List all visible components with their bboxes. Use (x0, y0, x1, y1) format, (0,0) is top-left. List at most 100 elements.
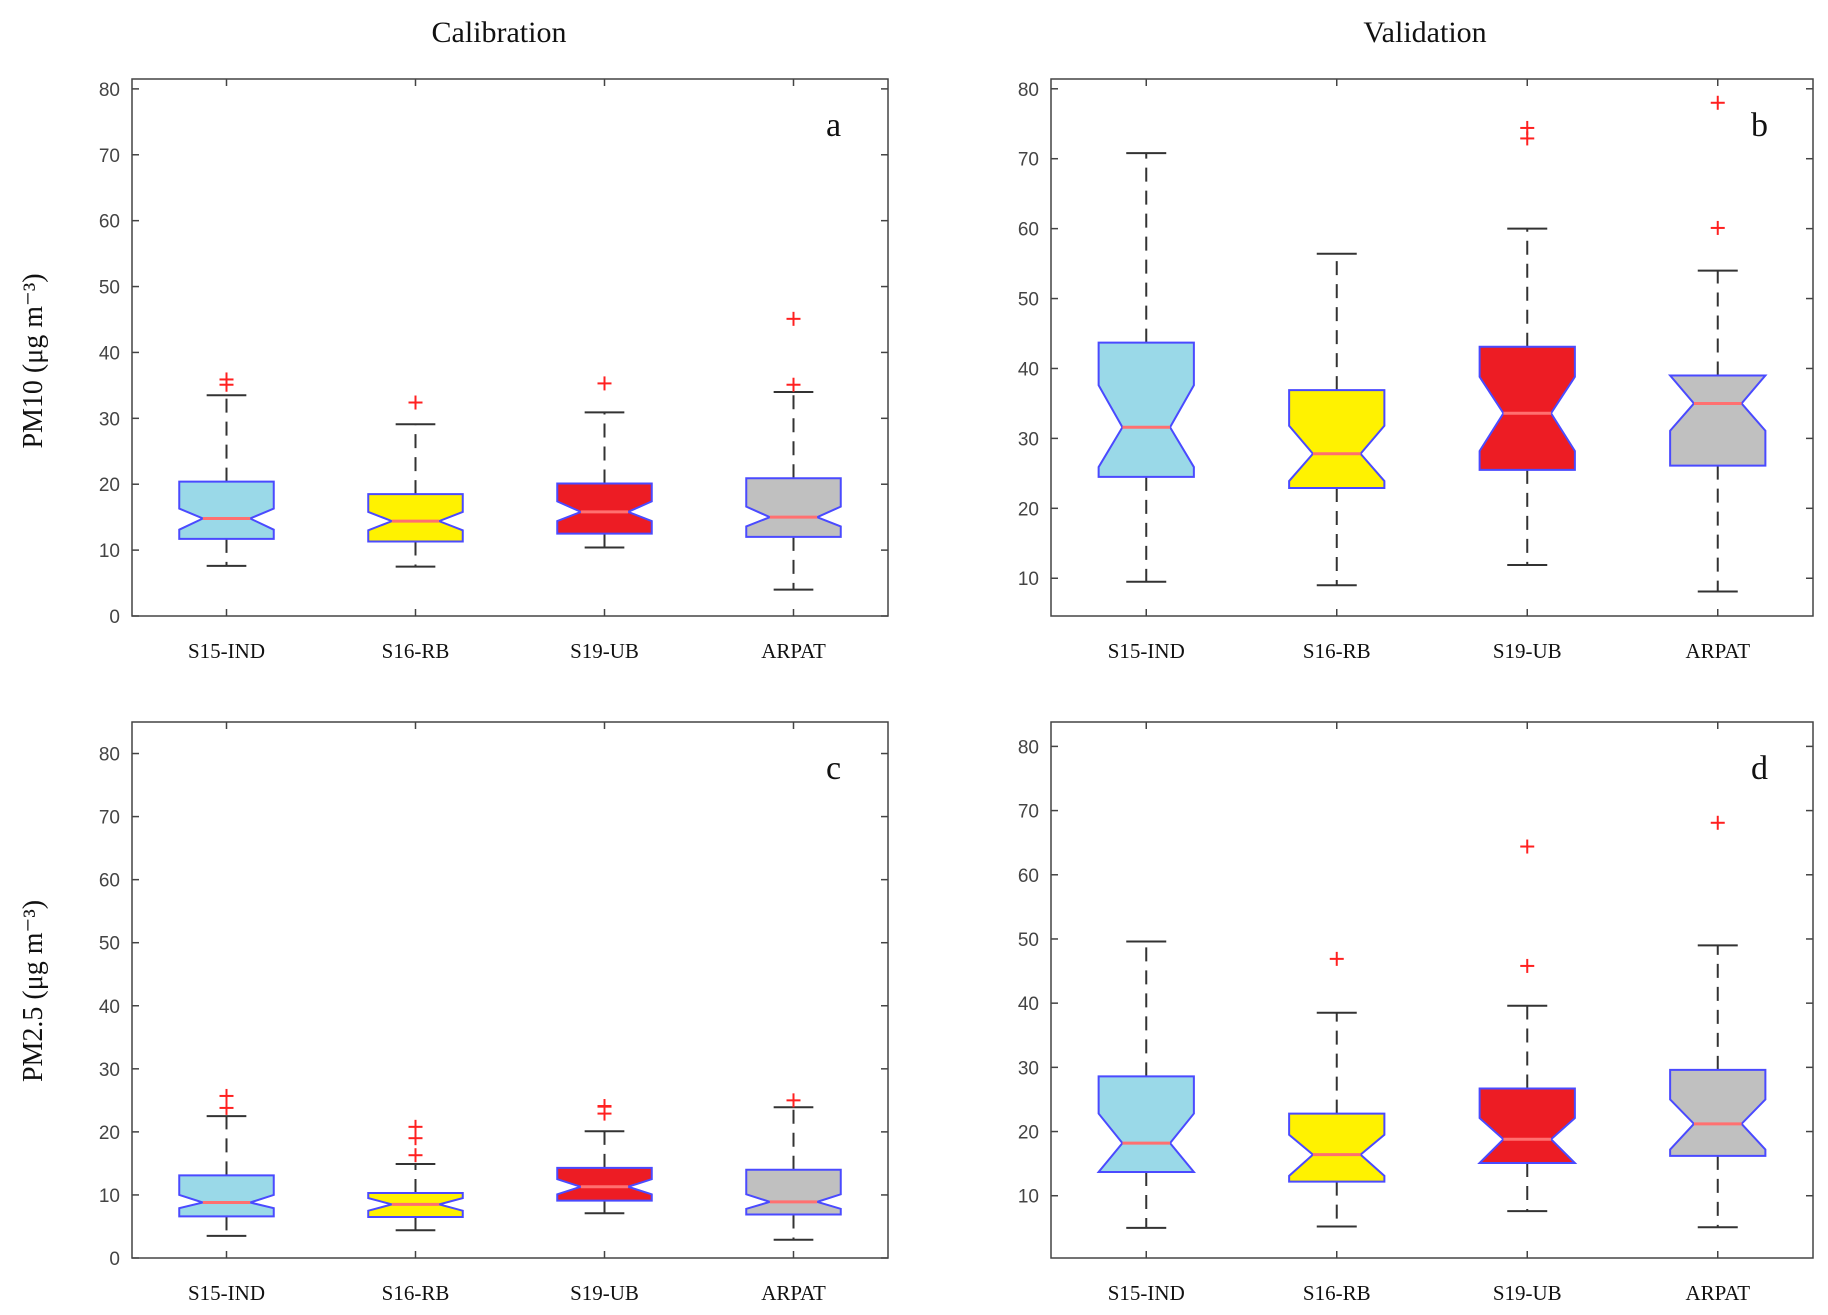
outlier-marker (1520, 839, 1535, 854)
notched-box (1669, 1068, 1767, 1157)
y-axis-label-pm25: PM2.5 (μg m⁻³) (18, 900, 49, 1082)
outlier-marker (597, 1099, 612, 1114)
panel-d: 10 20 30 40 50 60 70 80 d S15-IND S16-RB S19-UB ARPA… (1018, 721, 1814, 1305)
panel-c: 0 10 20 30 40 50 60 70 80 c S15-IND S16-RB S19-UB ARP… (99, 721, 889, 1305)
plot-frame (1050, 721, 1814, 1259)
box-arpat (1667, 95, 1768, 593)
x-category-label: S16-RB (382, 1281, 450, 1305)
y-tick-label: 80 (1018, 737, 1039, 758)
notched-box (1288, 389, 1386, 490)
notched-box (1478, 345, 1576, 471)
panel-letter: c (826, 750, 841, 787)
x-category-label: ARPAT (1685, 1281, 1750, 1305)
y-tick-label: 10 (1018, 569, 1039, 590)
y-tick-label: 60 (1018, 220, 1039, 241)
outlier-marker (786, 311, 801, 326)
outlier-marker (786, 1093, 801, 1108)
notched-box (745, 1168, 842, 1216)
x-category-label: S19-UB (570, 639, 639, 663)
x-category-label: S15-IND (1108, 1281, 1185, 1305)
y-tick-label: 40 (99, 343, 120, 364)
box-s15-ind (1097, 152, 1195, 583)
x-category-label: S15-IND (1108, 639, 1185, 663)
notched-box (1096, 1075, 1196, 1173)
notched-box (1288, 1112, 1386, 1183)
y-tick-label: 80 (99, 80, 120, 101)
panel-b: 10 20 30 40 50 60 70 80 b S15-IND S16-RB S19-UB ARPA… (1018, 78, 1814, 663)
box-s16-rb (367, 1119, 464, 1232)
y-tick-label: 60 (99, 871, 120, 892)
box-s19-ub (1478, 120, 1576, 566)
y-tick-label: 70 (1018, 150, 1039, 171)
y-tick-label: 10 (1018, 1187, 1039, 1208)
box-s19-ub (556, 376, 653, 549)
outlier-marker (408, 1119, 423, 1134)
box-s15-ind (178, 372, 275, 567)
column-title-calibration: Calibration (432, 16, 567, 49)
notched-box (367, 493, 464, 543)
y-tick-label: 50 (99, 278, 120, 299)
outlier-marker (1710, 95, 1725, 110)
notched-box (178, 480, 275, 540)
box-s19-ub (556, 1099, 653, 1215)
notched-box (178, 1174, 275, 1218)
x-category-label: S19-UB (1493, 639, 1562, 663)
y-tick-label: 10 (99, 541, 120, 562)
box-s19-ub (1477, 839, 1578, 1213)
x-category-label: ARPAT (761, 1281, 826, 1305)
plot-frame (131, 721, 889, 1259)
outlier-marker (219, 372, 234, 387)
y-tick-label: 40 (1018, 994, 1039, 1015)
notched-box (1477, 1087, 1578, 1164)
y-tick-label: 20 (1018, 499, 1039, 520)
y-tick-label: 70 (99, 146, 120, 167)
y-tick-label: 80 (99, 745, 120, 766)
notched-box (1667, 374, 1768, 467)
y-tick-label: 80 (1018, 80, 1039, 101)
box-arpat (745, 311, 842, 591)
outlier-marker (1520, 958, 1535, 973)
notched-box (556, 482, 653, 535)
outlier-marker (786, 377, 801, 392)
y-tick-label: 30 (1018, 429, 1039, 450)
y-tick-label: 10 (99, 1186, 120, 1207)
y-tick-label: 50 (1018, 290, 1039, 311)
y-tick-label: 0 (109, 1249, 120, 1270)
x-category-label: S15-IND (188, 1281, 265, 1305)
notched-box (556, 1166, 653, 1202)
box-s16-rb (1288, 252, 1386, 587)
outlier-marker (219, 1100, 234, 1115)
box-s16-rb (367, 395, 464, 568)
x-category-label: S15-IND (188, 639, 265, 663)
panel-a: 0 10 20 30 40 50 60 70 80 a S15-IND S16-RB S19-UB ARP… (99, 78, 889, 663)
column-title-validation: Validation (1363, 16, 1486, 49)
y-tick-label: 40 (1018, 359, 1039, 380)
outlier-marker (1329, 951, 1344, 966)
x-category-label: S16-RB (1303, 1281, 1371, 1305)
panel-letter: b (1751, 107, 1768, 144)
y-tick-label: 30 (99, 409, 120, 430)
y-tick-label: 70 (1018, 802, 1039, 823)
outlier-marker (1520, 120, 1535, 135)
y-tick-label: 40 (99, 997, 120, 1018)
outlier-marker (408, 395, 423, 410)
outlier-marker (408, 1148, 423, 1163)
box-arpat (1669, 815, 1767, 1229)
panel-letter: d (1751, 750, 1768, 787)
y-tick-label: 20 (1018, 1123, 1039, 1144)
y-tick-label: 50 (1018, 930, 1039, 951)
box-s16-rb (1288, 951, 1386, 1228)
panel-letter: a (826, 107, 841, 144)
y-tick-label: 60 (99, 212, 120, 233)
notched-box (1097, 341, 1195, 478)
x-category-label: ARPAT (1685, 639, 1750, 663)
x-category-label: ARPAT (761, 639, 826, 663)
y-tick-label: 60 (1018, 866, 1039, 887)
box-s15-ind (178, 1088, 275, 1237)
x-category-label: S16-RB (1303, 639, 1371, 663)
y-tick-label: 70 (99, 808, 120, 829)
y-tick-label: 20 (99, 475, 120, 496)
outlier-marker (1710, 815, 1725, 830)
box-arpat (745, 1093, 842, 1241)
